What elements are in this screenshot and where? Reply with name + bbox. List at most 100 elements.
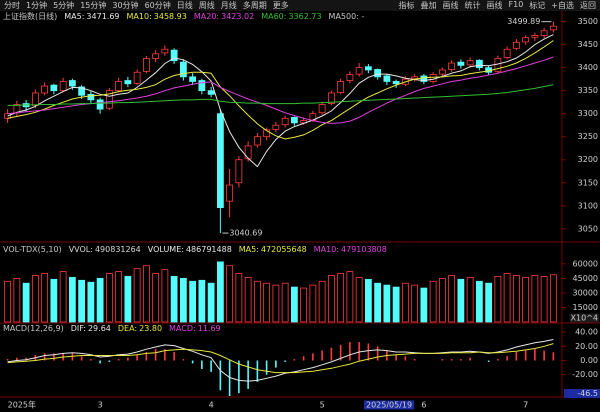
x-tick-label: 2025年 <box>8 400 36 410</box>
legend-value: 3471.69 <box>86 12 120 21</box>
x-tick-label: 3 <box>98 401 103 410</box>
volume-bar <box>355 276 363 323</box>
candle-body <box>531 35 539 38</box>
y-tick-label: 3100 <box>578 201 598 210</box>
cursor-date: 2025/05/19 <box>366 401 412 410</box>
volume-legend: VOL-TDX(5,10) VVOL: 490831264 VOLUME: 486791… <box>0 244 600 255</box>
toolbar-button[interactable]: 画线 <box>442 1 459 10</box>
volume-bar <box>540 276 548 323</box>
toolbar-button[interactable]: 叠加 <box>420 1 437 10</box>
candle-body <box>346 74 354 81</box>
volume-bar <box>337 273 345 323</box>
readout-name: MA10: <box>313 245 340 254</box>
readout-name: VVOL: <box>68 245 93 254</box>
y-tick-label: 60000 <box>573 259 598 268</box>
volume-bar <box>485 282 493 323</box>
volume-bar <box>170 276 178 323</box>
volume-bar <box>522 276 530 323</box>
y-tick-label: 45000 <box>573 274 598 283</box>
toolbar-button[interactable]: 周线 <box>198 1 215 10</box>
toolbar-button[interactable]: 统计 <box>464 1 481 10</box>
ma-line <box>7 84 554 106</box>
candle-body <box>290 116 298 124</box>
toolbar-button[interactable]: 画线 <box>486 1 503 10</box>
cursor-value: -46.5 <box>577 389 598 398</box>
toolbar-button[interactable]: 多周期 <box>242 1 267 10</box>
chart-title: 上证指数(日线) <box>3 12 58 21</box>
volume-bar <box>244 276 252 323</box>
macd-legend: MACD(12,26,9) DIF: 29.64 DEA: 23.80 MACD: 11.6… <box>0 323 600 334</box>
volume-bar <box>263 282 271 323</box>
legend-item: MA60: 3362.73 <box>261 12 321 21</box>
candle-body <box>50 84 58 92</box>
toolbar-button[interactable]: 1分钟 <box>26 1 48 10</box>
readout-name: MA5: <box>238 245 259 254</box>
legend-item: MA500: - <box>328 12 365 21</box>
toolbar-button[interactable]: F10 <box>508 0 524 9</box>
readout-value: 479103808 <box>341 245 387 254</box>
readout-value: 29.64 <box>87 324 111 333</box>
x-tick-label: 6 <box>421 401 426 410</box>
candle-body <box>272 124 280 130</box>
toolbar-right: 指标 叠加 画线 统计 画线 F10 标记 +自选 返回 <box>395 0 600 11</box>
toolbar-button[interactable]: 标记 <box>529 1 546 10</box>
volume-bar <box>401 282 409 323</box>
volume-bar <box>50 278 58 323</box>
toolbar-button[interactable]: 返回 <box>580 1 596 10</box>
volume-bar <box>216 261 224 323</box>
candle-body <box>503 48 511 58</box>
y-tick-label: 3350 <box>578 86 598 95</box>
candle-body <box>133 71 141 84</box>
toolbar-button[interactable]: 更多 <box>272 1 289 10</box>
volume-bar <box>318 280 326 323</box>
volume-bar <box>96 277 104 323</box>
volume-bar <box>300 287 308 323</box>
y-tick-label: 3450 <box>578 40 598 49</box>
volume-bar <box>179 277 187 323</box>
volume-bar <box>448 275 456 323</box>
y-tick-label: 0.00 <box>580 356 598 365</box>
candle-body <box>198 80 206 92</box>
candle-body <box>374 69 382 78</box>
volume-bar <box>272 284 280 323</box>
volume-bar <box>115 271 123 323</box>
candle-body <box>438 69 446 75</box>
candle-body <box>105 90 113 109</box>
legend-name: MA5: <box>64 12 85 21</box>
toolbar-button[interactable]: 15分钟 <box>80 1 107 10</box>
volume-bar <box>494 276 502 323</box>
toolbar-button[interactable]: 30分钟 <box>112 1 139 10</box>
candle-body <box>448 62 456 70</box>
toolbar-button[interactable]: +自选 <box>551 1 574 10</box>
volume-bar <box>189 280 197 323</box>
toolbar-button[interactable]: 指标 <box>398 1 415 10</box>
toolbar-button[interactable]: 5分钟 <box>53 1 75 10</box>
y-tick-label: 3050 <box>578 224 598 233</box>
price-legend: 上证指数(日线) MA5: 3471.69 MA10: 3458.93 MA20: 3423… <box>0 11 600 22</box>
toolbar-button[interactable]: 月线 <box>220 1 237 10</box>
candle-body <box>59 81 67 92</box>
toolbar-button[interactable]: 日线 <box>176 1 193 10</box>
volume-bar <box>346 271 354 323</box>
y-tick-label: 3200 <box>578 155 598 164</box>
volume-bar <box>364 278 372 323</box>
volume-bar <box>4 280 12 323</box>
candle-body <box>281 117 289 126</box>
volume-bar <box>429 280 437 323</box>
y-tick-label: 3500 <box>578 17 598 26</box>
volume-bar <box>290 286 298 323</box>
candle-body <box>512 41 520 49</box>
volume-bar <box>133 268 141 323</box>
chart-title: VOL-TDX(5,10) <box>3 245 62 254</box>
toolbar-button[interactable]: 分时 <box>4 1 20 10</box>
y-tick-label: 3400 <box>578 63 598 72</box>
toolbar-button[interactable]: 60分钟 <box>144 1 171 10</box>
readout-value: 11.69 <box>197 324 221 333</box>
candle-body <box>41 85 49 94</box>
candle-body <box>244 145 252 160</box>
volume-bar <box>281 282 289 323</box>
volume-bar <box>438 277 446 323</box>
readout-name: VOLUME: <box>147 245 184 254</box>
unit-bg <box>569 313 599 323</box>
